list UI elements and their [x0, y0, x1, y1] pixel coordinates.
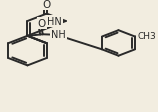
- Text: O: O: [43, 0, 51, 10]
- Text: CH3: CH3: [137, 32, 156, 41]
- Text: HN: HN: [47, 17, 62, 27]
- Text: O: O: [38, 19, 46, 29]
- Text: NH: NH: [51, 29, 66, 39]
